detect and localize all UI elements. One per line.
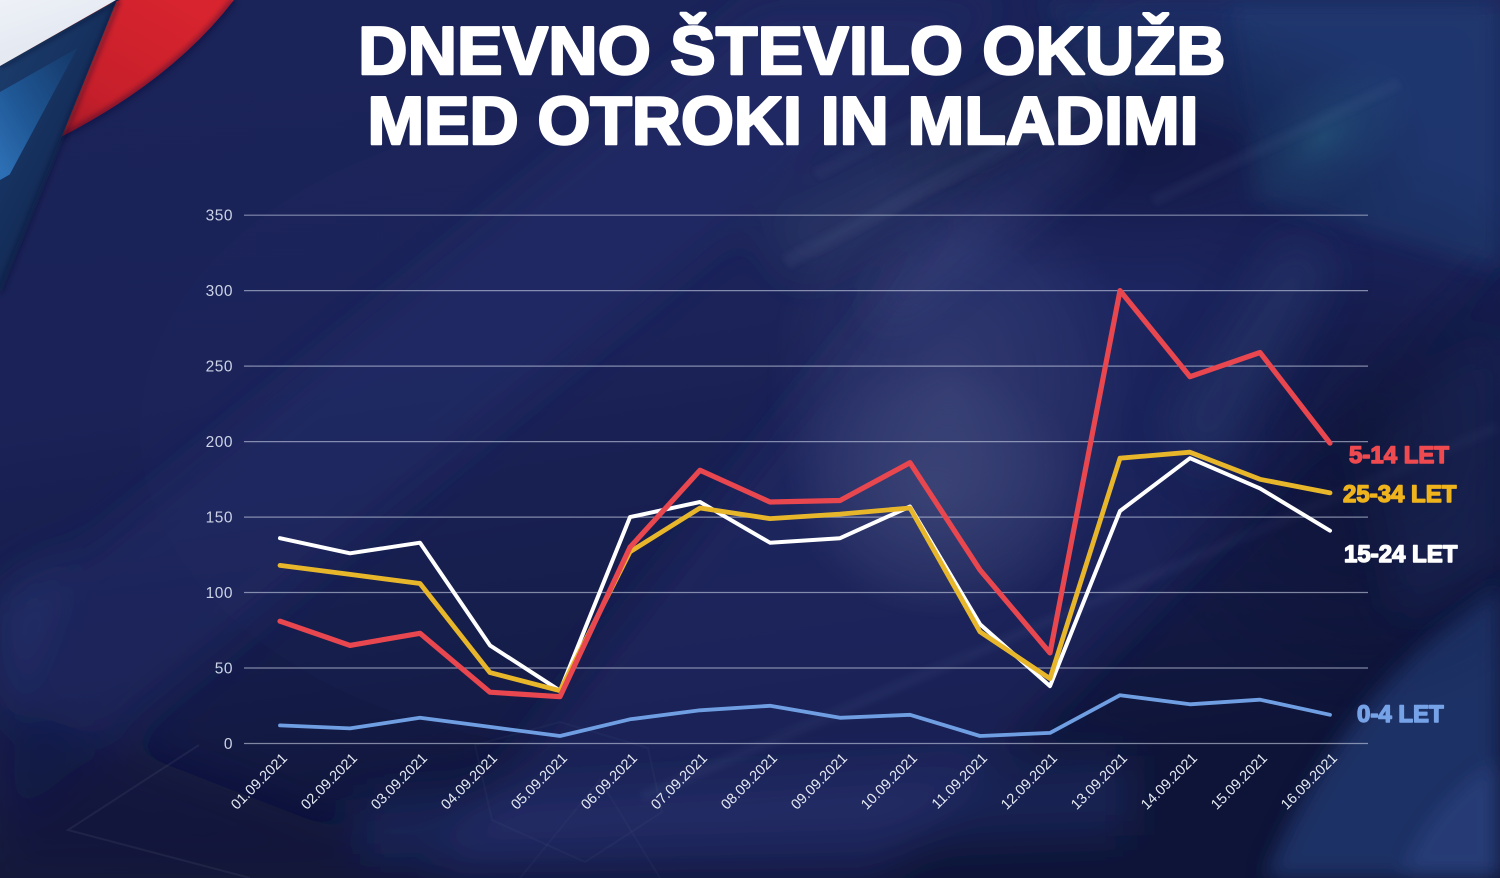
svg-text:300: 300	[206, 283, 233, 300]
svg-text:15-24 LET: 15-24 LET	[1344, 541, 1458, 568]
svg-text:0: 0	[224, 736, 233, 753]
svg-text:150: 150	[206, 510, 233, 527]
svg-text:50: 50	[215, 661, 233, 678]
svg-text:200: 200	[206, 434, 233, 451]
svg-text:100: 100	[206, 585, 233, 602]
svg-text:DNEVNO ŠTEVILO OKUŽB: DNEVNO ŠTEVILO OKUŽB	[358, 12, 1225, 89]
svg-text:350: 350	[206, 208, 233, 225]
svg-text:MED OTROKI IN MLADIMI: MED OTROKI IN MLADIMI	[367, 83, 1198, 159]
svg-text:0-4 LET: 0-4 LET	[1357, 701, 1444, 728]
svg-text:25-34 LET: 25-34 LET	[1343, 481, 1457, 508]
svg-text:5-14 LET: 5-14 LET	[1349, 442, 1449, 469]
svg-text:250: 250	[206, 359, 233, 376]
